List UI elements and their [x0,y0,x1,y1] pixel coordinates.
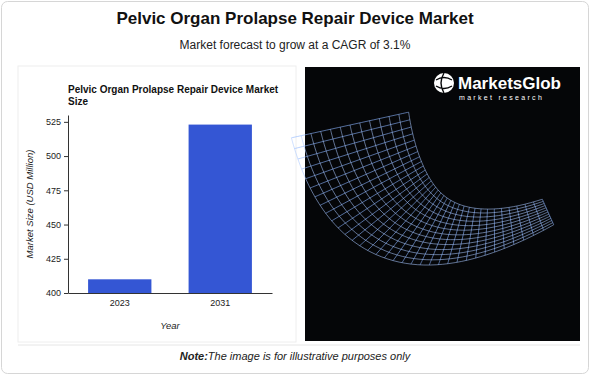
y-axis-title: Market Size (USD Million) [24,150,35,259]
y-tick: 425 [46,254,68,264]
x-tick: 2023 [110,298,130,308]
note-text: The image is for illustrative purposes o… [208,350,412,362]
bar [189,125,252,293]
y-tick-mark [64,293,68,294]
y-tick: 525 [46,117,68,127]
y-axis: 400 425 450 475 500 525 [46,116,69,299]
logo: MarketsGlobmarket research [434,73,561,101]
outer-border [2,2,589,374]
bar [88,279,151,293]
chart-svg: Pelvic Organ Prolapse Repair Device Mark… [0,0,590,375]
note-divider [18,345,580,346]
x-axis-title: Year [160,320,180,331]
y-tick-label: 400 [46,288,61,298]
mesh-line [321,131,551,249]
y-tick-label: 450 [46,220,61,230]
illustration-panel [305,67,580,341]
y-tick: 500 [46,151,68,161]
mesh-line [301,136,553,260]
y-tick: 475 [46,186,68,196]
logo-icon-lines [436,73,452,93]
page: Pelvic Organ Prolapse Repair Device Mark… [0,0,590,375]
x-tick-label: 2031 [210,298,230,308]
y-tick-label: 525 [46,117,61,127]
x-axis: 2023 2031 [69,294,273,309]
x-tick-label: 2023 [110,298,130,308]
x-axis-line [69,293,273,294]
logo-icon [434,73,454,93]
y-tick-label: 425 [46,254,61,264]
y-tick-mark [64,190,68,191]
page-subtitle: Market forecast to grow at a CAGR of 3.1… [180,38,411,52]
mesh-line [370,121,547,226]
mesh-line [409,112,543,209]
y-tick: 400 [46,288,68,298]
mesh-line [379,119,545,222]
y-tick-mark [64,259,68,260]
y-tick-mark [64,225,68,226]
plot-area [88,125,252,293]
mesh-illustration [291,112,553,265]
y-tick-mark [64,122,68,123]
y-tick-label: 475 [46,186,61,196]
x-tick: 2031 [210,298,230,308]
logo-name: MarketsGlob [458,74,561,93]
chart-title: Pelvic Organ Prolapse Repair Device Mark… [68,84,279,107]
y-tick-label: 500 [46,151,61,161]
note-label: Note: [180,350,208,362]
page-title: Pelvic Organ Prolapse Repair Device Mark… [116,9,474,28]
chart-panel [18,66,296,342]
y-tick: 450 [46,220,68,230]
note: Note:The image is for illustrative purpo… [180,350,412,362]
y-axis-line [68,116,69,294]
logo-tagline: market research [459,94,544,101]
background [0,0,590,375]
y-tick-mark [64,156,68,157]
mesh-line [399,114,543,213]
mesh-line [291,138,553,265]
